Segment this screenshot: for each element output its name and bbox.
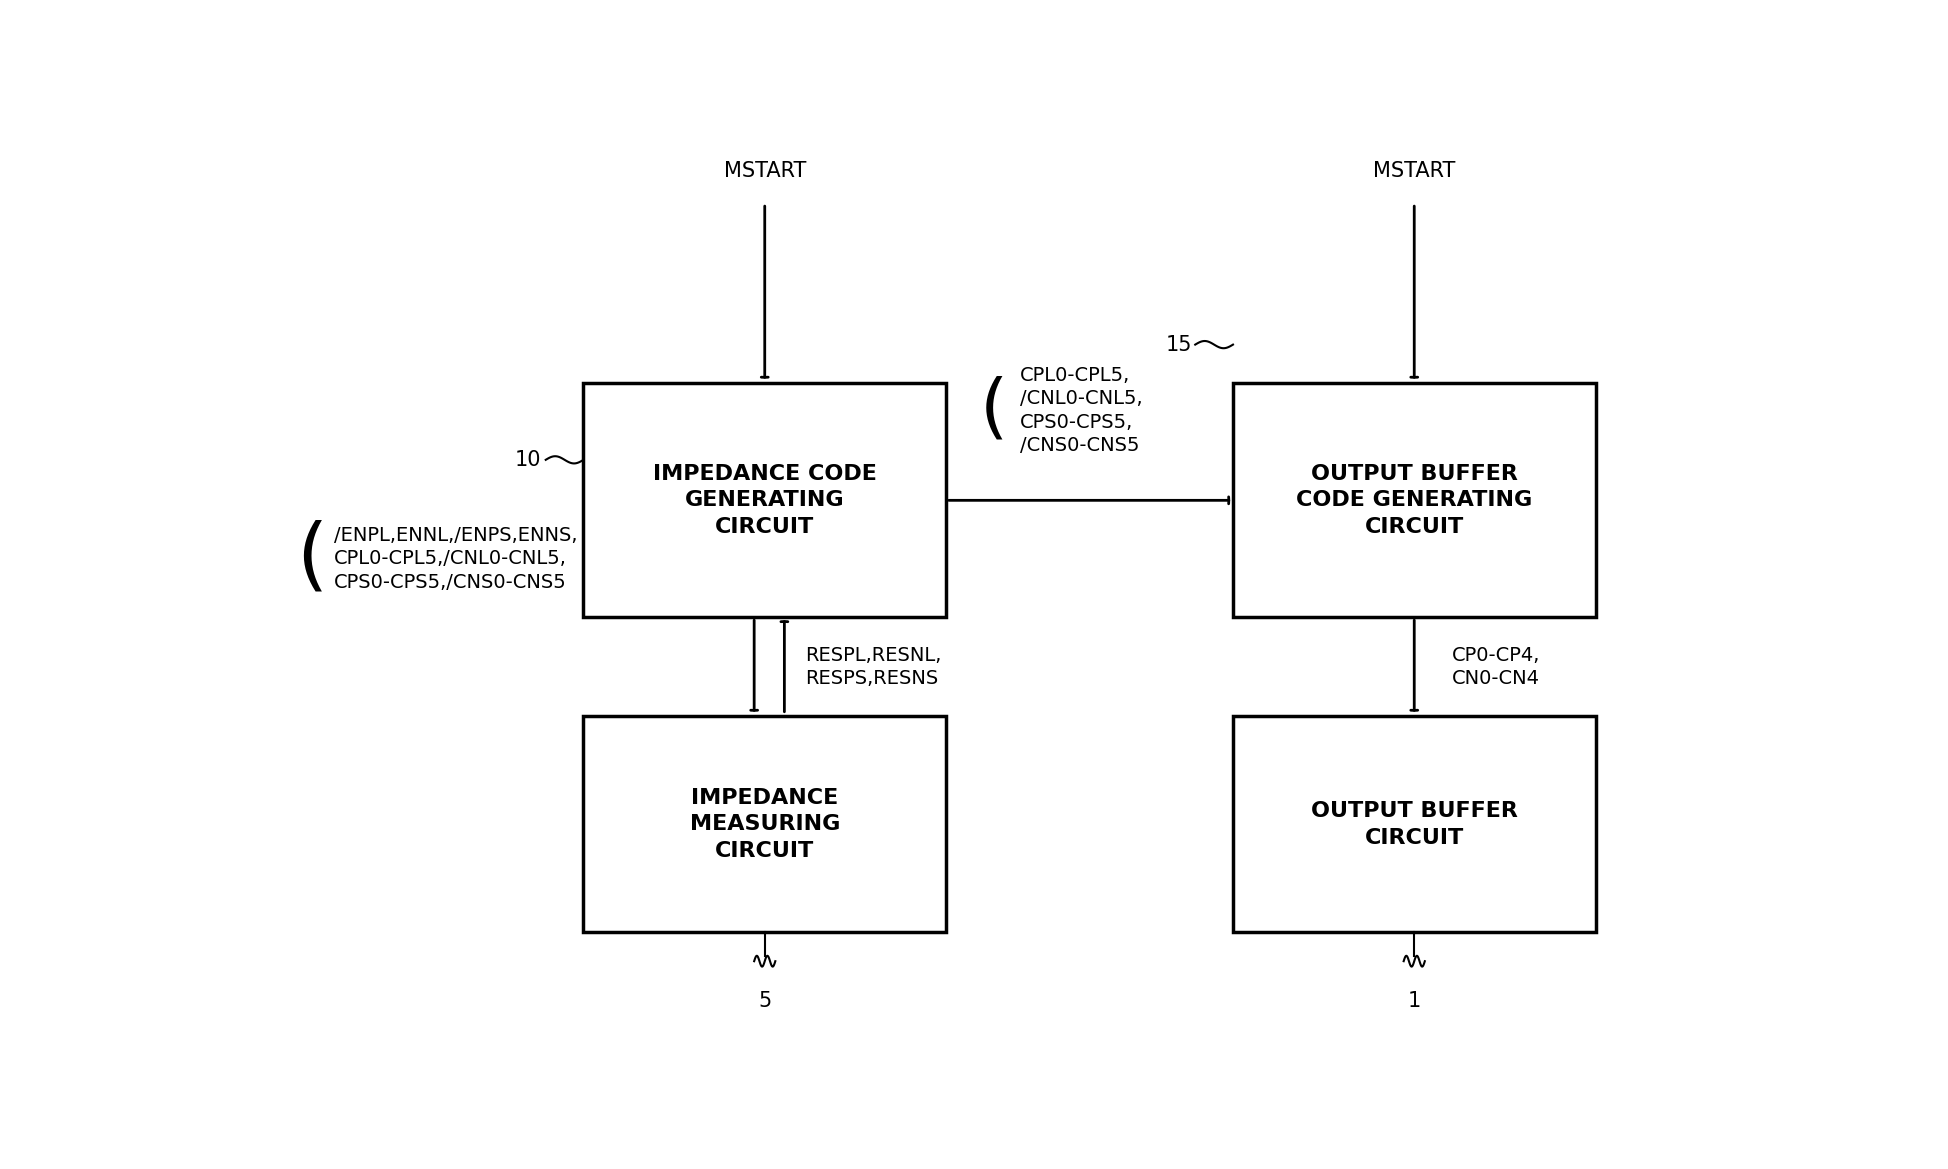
Text: OUTPUT BUFFER
CIRCUIT: OUTPUT BUFFER CIRCUIT: [1311, 801, 1517, 848]
Text: MSTART: MSTART: [723, 161, 806, 181]
Text: 1: 1: [1406, 991, 1420, 1011]
Text: MSTART: MSTART: [1371, 161, 1455, 181]
Text: (: (: [296, 520, 327, 597]
Text: (: (: [980, 375, 1007, 445]
Text: OUTPUT BUFFER
CODE GENERATING
CIRCUIT: OUTPUT BUFFER CODE GENERATING CIRCUIT: [1295, 464, 1531, 537]
Text: RESPL,RESNL,
RESPS,RESNS: RESPL,RESNL, RESPS,RESNS: [805, 645, 941, 689]
Text: CP0-CP4,
CN0-CN4: CP0-CP4, CN0-CN4: [1451, 645, 1539, 689]
Text: 10: 10: [514, 450, 542, 470]
Bar: [1233, 383, 1595, 617]
Text: CPL0-CPL5,
/CNL0-CNL5,
CPS0-CPS5,
/CNS0-CNS5: CPL0-CPL5, /CNL0-CNL5, CPS0-CPS5, /CNS0-…: [1019, 366, 1142, 455]
Bar: [582, 383, 945, 617]
Text: IMPEDANCE CODE
GENERATING
CIRCUIT: IMPEDANCE CODE GENERATING CIRCUIT: [653, 464, 877, 537]
Text: /ENPL,ENNL,/ENPS,ENNS,
CPL0-CPL5,/CNL0-CNL5,
CPS0-CPS5,/CNS0-CNS5: /ENPL,ENNL,/ENPS,ENNS, CPL0-CPL5,/CNL0-C…: [335, 526, 577, 592]
Text: 15: 15: [1165, 334, 1192, 354]
Bar: [582, 717, 945, 933]
Text: IMPEDANCE
MEASURING
CIRCUIT: IMPEDANCE MEASURING CIRCUIT: [690, 788, 840, 860]
Text: 5: 5: [758, 991, 771, 1011]
Bar: [1233, 717, 1595, 933]
